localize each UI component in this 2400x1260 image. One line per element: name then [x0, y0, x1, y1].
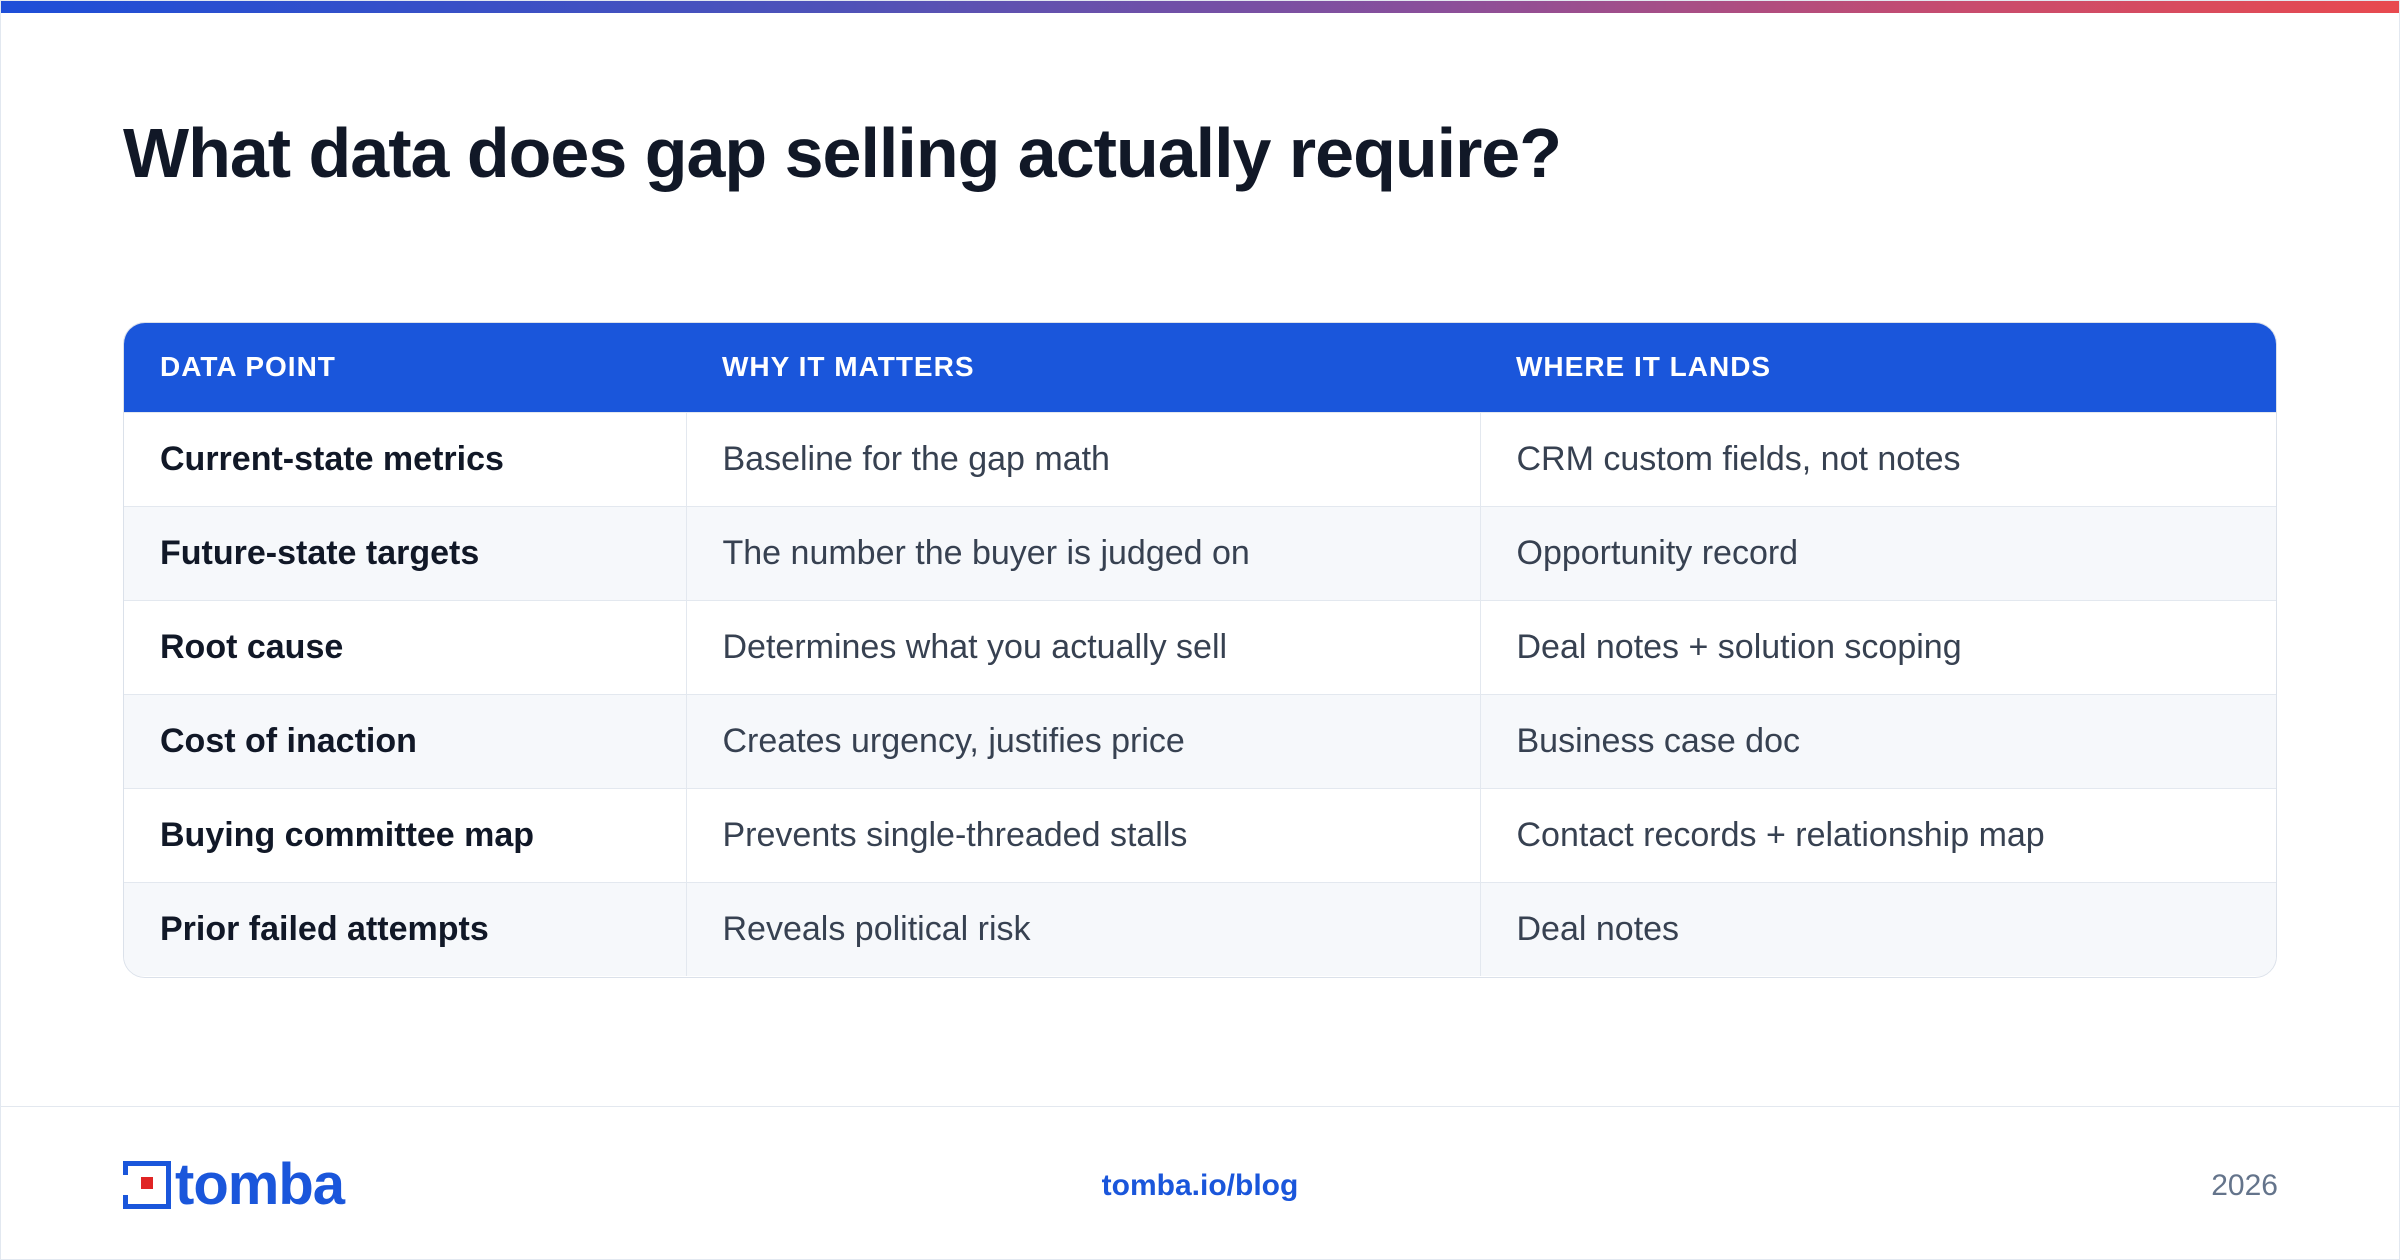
where-it-lands-cell: CRM custom fields, not notes [1479, 411, 2276, 506]
why-it-matters-cell: The number the buyer is judged on [685, 505, 1480, 600]
where-it-lands-cell: Opportunity record [1479, 505, 2276, 600]
footer-year: 2026 [2211, 1169, 2278, 1202]
data-point-cell: Cost of inaction [124, 693, 686, 788]
table-row: Root cause Determines what you actually … [124, 599, 2276, 694]
table-row: Future-state targets The number the buye… [124, 505, 2276, 600]
where-it-lands-cell: Deal notes + solution scoping [1479, 599, 2276, 694]
why-it-matters-cell: Prevents single-threaded stalls [685, 787, 1480, 882]
column-header-where-it-lands: WHERE IT LANDS [1480, 323, 2276, 412]
footer: tomba tomba.io/blog 2026 [1, 1106, 2399, 1259]
data-point-cell: Future-state targets [124, 505, 686, 600]
accent-stripe [1, 1, 2399, 13]
logo-wordmark: tomba [175, 1152, 345, 1217]
data-point-cell: Buying committee map [124, 787, 686, 882]
data-point-cell: Root cause [124, 599, 686, 694]
table-row: Cost of inaction Creates urgency, justif… [124, 693, 2276, 788]
table-row: Current-state metrics Baseline for the g… [124, 411, 2276, 506]
blog-link[interactable]: tomba.io/blog [1101, 1169, 1299, 1202]
why-it-matters-cell: Reveals political risk [685, 881, 1480, 976]
table-row: Buying committee map Prevents single-thr… [124, 787, 2276, 882]
where-it-lands-cell: Contact records + relationship map [1479, 787, 2276, 882]
table-header: DATA POINT WHY IT MATTERS WHERE IT LANDS [124, 323, 2276, 412]
why-it-matters-cell: Creates urgency, justifies price [685, 693, 1480, 788]
tomba-logo-icon [123, 1161, 171, 1209]
data-table: DATA POINT WHY IT MATTERS WHERE IT LANDS… [124, 323, 2276, 976]
data-table-card: DATA POINT WHY IT MATTERS WHERE IT LANDS… [123, 322, 2277, 978]
column-header-data-point: DATA POINT [124, 323, 686, 412]
table-header-row: DATA POINT WHY IT MATTERS WHERE IT LANDS [124, 323, 2276, 412]
where-it-lands-cell: Business case doc [1479, 693, 2276, 788]
table-row: Prior failed attempts Reveals political … [124, 881, 2276, 976]
table-body: Current-state metrics Baseline for the g… [124, 411, 2276, 976]
why-it-matters-cell: Determines what you actually sell [685, 599, 1480, 694]
why-it-matters-cell: Baseline for the gap math [685, 411, 1480, 506]
data-point-cell: Current-state metrics [124, 411, 686, 506]
page-title: What data does gap selling actually requ… [123, 114, 1562, 192]
column-header-why-it-matters: WHY IT MATTERS [686, 323, 1480, 412]
data-point-cell: Prior failed attempts [124, 881, 686, 976]
where-it-lands-cell: Deal notes [1479, 881, 2276, 976]
tomba-logo[interactable]: tomba [123, 1152, 345, 1217]
